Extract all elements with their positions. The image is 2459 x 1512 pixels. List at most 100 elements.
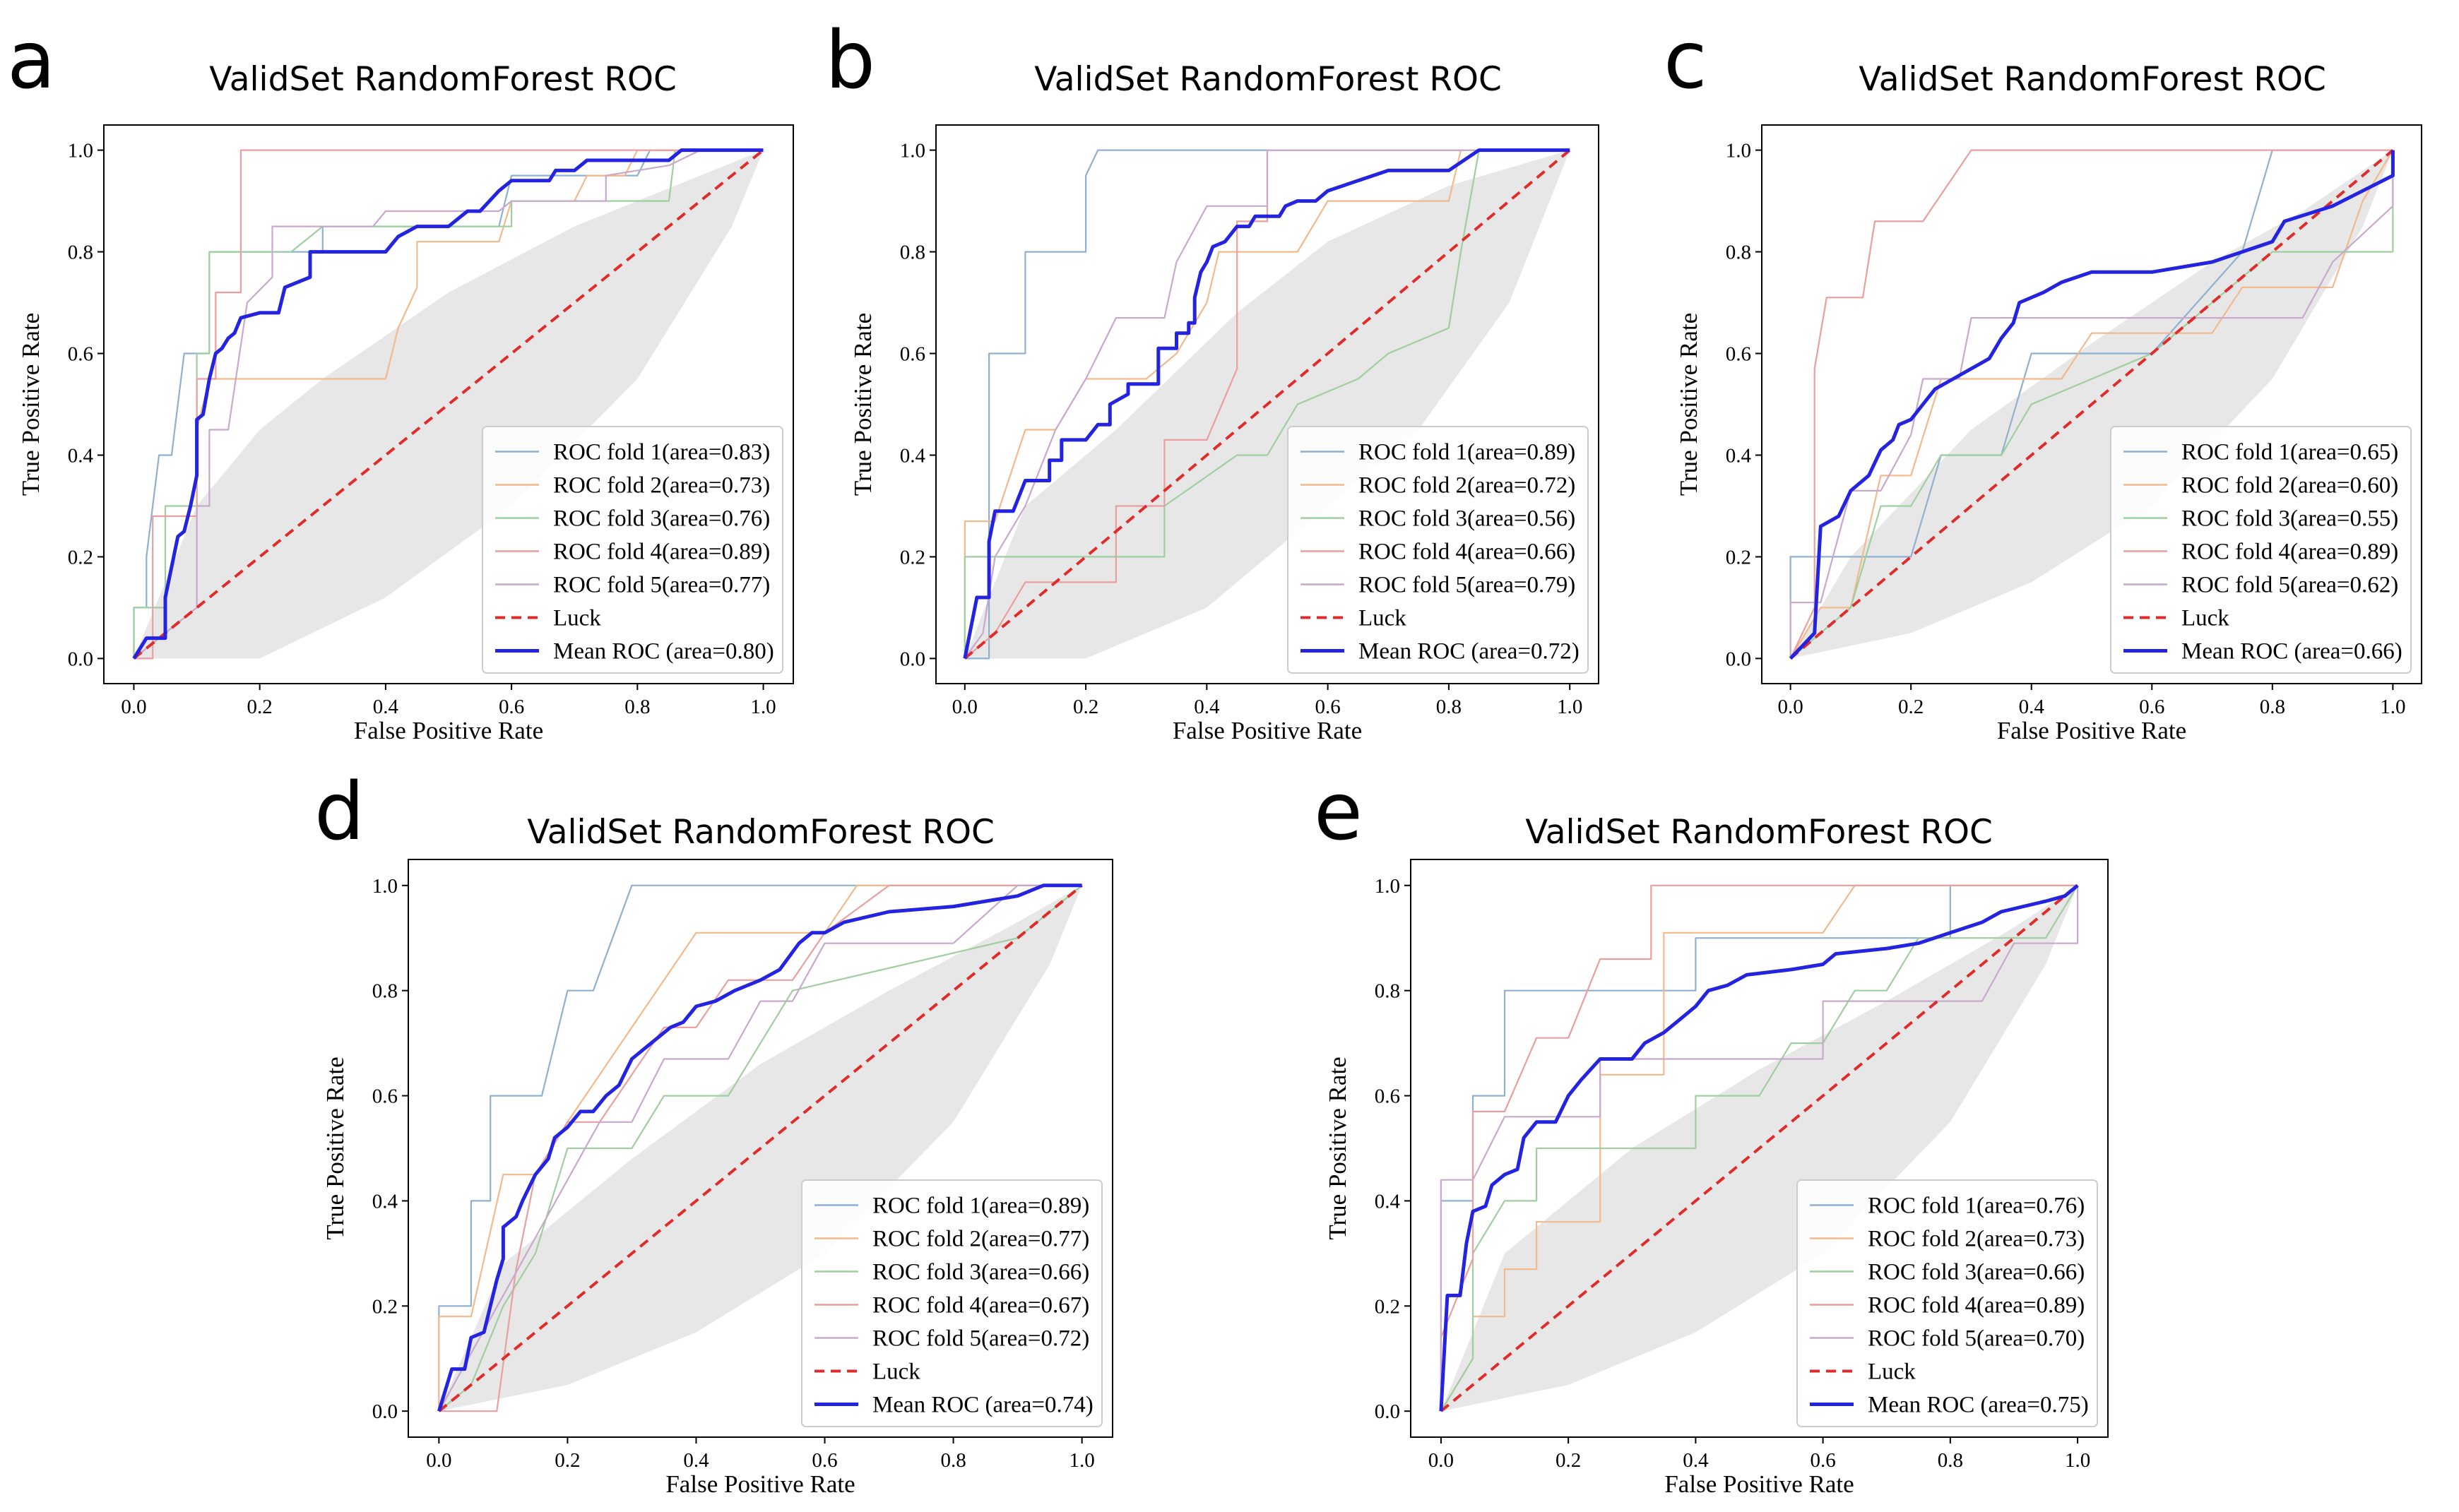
legend-label: ROC fold 5(area=0.77) — [553, 573, 770, 598]
legend-label: ROC fold 4(area=0.89) — [553, 540, 770, 565]
legend-box — [1287, 426, 1589, 674]
legend-label: Mean ROC (area=0.80) — [553, 639, 774, 665]
series-line-5 — [1440, 885, 2079, 1412]
panel-d: d ValidSet RandomForest ROC 0.0 0.2 0.4 0.6 0.… — [314, 766, 1113, 1498]
axes-frame — [408, 859, 1113, 1438]
series-line-7 — [1789, 150, 2395, 660]
y-tick-label: 0.4 — [1726, 444, 1752, 467]
legend-label: ROC fold 4(area=0.66) — [1358, 540, 1575, 565]
series-line-1 — [1440, 884, 2078, 1412]
series-line-6 — [133, 149, 764, 660]
x-tick-label: 0.2 — [1073, 696, 1098, 718]
panel-a: a ValidSet RandomForest ROC 0.0 0.2 0.4 0.6 0.… — [7, 15, 794, 744]
series-line-1 — [438, 884, 1082, 1412]
y-tick-label: 0.8 — [1726, 242, 1751, 264]
y-axis-label: True Positive Rate — [1675, 313, 1702, 496]
x-tick-label: 0.4 — [1194, 696, 1220, 718]
x-tick-label: 0.6 — [1810, 1449, 1835, 1472]
legend-label: ROC fold 3(area=0.76) — [553, 506, 770, 532]
series-line-4 — [1789, 149, 2393, 659]
legend-label: ROC fold 3(area=0.66) — [1868, 1260, 2085, 1285]
y-tick-label: 0.6 — [372, 1085, 398, 1108]
x-tick-label: 0.0 — [1428, 1449, 1454, 1472]
legend-label: Mean ROC (area=0.74) — [872, 1393, 1094, 1418]
legend-label: Luck — [872, 1359, 920, 1385]
y-tick-label: 0.2 — [1375, 1295, 1400, 1318]
series-line-2 — [1440, 884, 2078, 1412]
y-axis-label: True Positive Rate — [321, 1056, 349, 1239]
chart-title: ValidSet RandomForest ROC — [209, 60, 677, 99]
y-tick-label: 0.2 — [900, 546, 925, 569]
y-axis-label: True Positive Rate — [1324, 1056, 1351, 1239]
series-line-3 — [438, 884, 1083, 1412]
legend-box — [482, 426, 783, 674]
chart-title: ValidSet RandomForest ROC — [1859, 60, 2326, 99]
y-tick-label: 0.0 — [372, 1400, 398, 1423]
axes-frame — [935, 124, 1599, 684]
x-tick-label: 0.4 — [2019, 696, 2045, 718]
legend-label: ROC fold 1(area=0.65) — [2181, 440, 2398, 465]
y-tick-label: 1.0 — [1375, 875, 1400, 898]
series-line-3 — [964, 149, 1570, 659]
legend-label: ROC fold 3(area=0.66) — [872, 1260, 1089, 1285]
panel-letter: b — [825, 15, 875, 107]
y-tick-label: 0.2 — [1726, 546, 1751, 569]
x-axis-label: False Positive Rate — [1664, 1470, 1854, 1498]
x-tick-label: 0.6 — [2139, 696, 2164, 718]
x-tick-label: 0.6 — [812, 1449, 837, 1472]
legend-label: ROC fold 5(area=0.72) — [872, 1326, 1089, 1352]
y-tick-label: 0.8 — [68, 242, 93, 264]
y-tick-label: 0.8 — [900, 242, 925, 264]
y-tick-label: 0.6 — [1375, 1085, 1400, 1108]
legend-label: ROC fold 1(area=0.76) — [1868, 1193, 2085, 1219]
panel-c: c ValidSet RandomForest ROC 0.0 0.2 0.4 0.6 0.… — [1664, 15, 2422, 744]
legend-label: ROC fold 3(area=0.56) — [1358, 506, 1575, 532]
chart-title: ValidSet RandomForest ROC — [527, 813, 995, 852]
y-tick-label: 0.8 — [1375, 980, 1400, 1003]
series-line-7 — [132, 148, 764, 660]
y-tick-label: 0.4 — [1375, 1190, 1401, 1213]
x-tick-label: 0.2 — [555, 1449, 580, 1472]
y-tick-label: 0.0 — [68, 648, 93, 670]
x-tick-label: 0.8 — [1436, 696, 1462, 718]
series-line-6 — [438, 884, 1083, 1412]
x-tick-label: 0.4 — [683, 1449, 709, 1472]
x-tick-label: 0.2 — [247, 696, 273, 718]
y-tick-label: 1.0 — [1726, 140, 1751, 162]
axes-frame — [1761, 124, 2422, 684]
x-axis-label: False Positive Rate — [1173, 717, 1362, 744]
axes-frame — [103, 124, 794, 684]
legend-box — [801, 1179, 1103, 1427]
legend-label: Mean ROC (area=0.66) — [2181, 639, 2402, 665]
x-tick-label: 0.0 — [1778, 696, 1803, 718]
x-tick-label: 1.0 — [1069, 1449, 1095, 1472]
y-tick-label: 0.0 — [900, 648, 925, 670]
axes-frame — [1410, 859, 2109, 1438]
legend-label: Mean ROC (area=0.72) — [1358, 639, 1580, 665]
x-axis-label: False Positive Rate — [1997, 717, 2186, 744]
x-tick-label: 0.6 — [499, 696, 524, 718]
y-tick-label: 1.0 — [68, 140, 93, 162]
y-tick-label: 1.0 — [900, 140, 925, 162]
legend-label: ROC fold 2(area=0.77) — [872, 1227, 1089, 1252]
legend-label: ROC fold 5(area=0.62) — [2181, 573, 2398, 598]
panel-b: b ValidSet RandomForest ROC 0.0 0.2 0.4 0.6 0.… — [825, 15, 1599, 744]
x-tick-label: 0.8 — [624, 696, 650, 718]
panel-e: e ValidSet RandomForest ROC 0.0 0.2 0.4 0.6 0.… — [1314, 766, 2109, 1498]
legend-label: ROC fold 4(area=0.67) — [872, 1293, 1089, 1318]
legend-label: ROC fold 2(area=0.73) — [1868, 1227, 2085, 1252]
series-line-3 — [133, 149, 764, 659]
legend-label: ROC fold 4(area=0.89) — [1868, 1293, 2085, 1318]
y-tick-label: 0.2 — [68, 546, 93, 569]
legend-label: ROC fold 1(area=0.83) — [553, 440, 770, 465]
x-tick-label: 0.6 — [1315, 696, 1341, 718]
series-line-4 — [964, 149, 1570, 660]
x-tick-label: 0.4 — [1683, 1449, 1709, 1472]
legend-label: Mean ROC (area=0.75) — [1868, 1393, 2089, 1418]
y-tick-label: 0.4 — [900, 444, 926, 467]
legend-label: ROC fold 5(area=0.70) — [1868, 1326, 2085, 1352]
legend-label: ROC fold 1(area=0.89) — [872, 1193, 1089, 1219]
series-line-4 — [439, 884, 1082, 1412]
series-line-5 — [133, 149, 764, 660]
